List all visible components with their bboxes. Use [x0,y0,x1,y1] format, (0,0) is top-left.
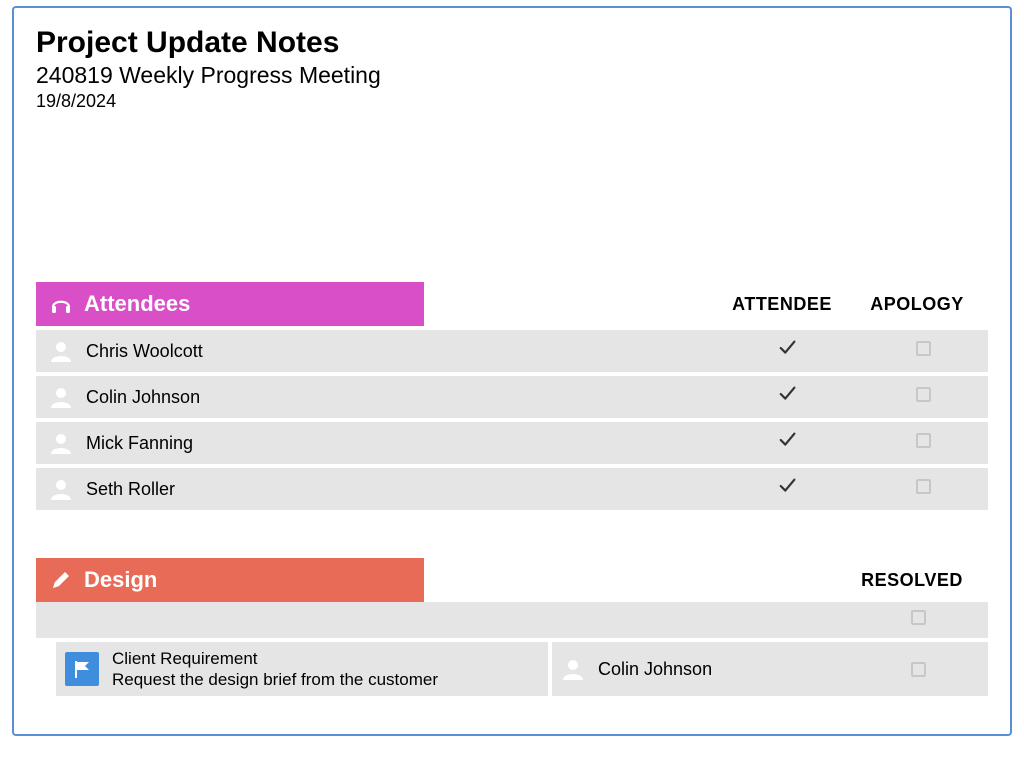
task-description: Request the design brief from the custom… [112,670,540,690]
apology-check[interactable] [858,387,988,407]
attendee-name: Colin Johnson [86,387,200,408]
avatar-icon [50,432,72,454]
avatar-icon [50,478,72,500]
avatar-icon [50,386,72,408]
apology-check[interactable] [858,479,988,499]
avatar-icon [50,340,72,362]
attendee-name: Chris Woolcott [86,341,203,362]
attendee-name: Mick Fanning [86,433,193,454]
design-tab-label: Design [84,567,157,593]
headphones-icon [50,293,72,315]
design-tab: Design [36,558,424,602]
task-row: Client Requirement Request the design br… [36,642,988,696]
avatar-icon [562,658,584,680]
design-column-headers: RESOLVED [424,570,988,591]
page-subtitle: 240819 Weekly Progress Meeting [36,62,988,89]
task-assignee: Colin Johnson [548,642,848,696]
assignee-name: Colin Johnson [598,659,712,680]
attendees-rows: Chris Woolcott Colin Johnson Mick Fannin… [36,330,988,510]
design-header-row: Design RESOLVED [36,558,988,602]
meeting-notes-page: Project Update Notes 240819 Weekly Progr… [12,6,1012,736]
attendee-name: Seth Roller [86,479,175,500]
attendees-header-row: Attendees ATTENDEE APOLOGY [36,282,988,326]
pencil-icon [50,569,72,591]
attendee-row: Colin Johnson [36,376,988,418]
attendees-tab: Attendees [36,282,424,326]
flag-icon [65,652,99,686]
resolved-check[interactable] [848,642,988,696]
column-resolved: RESOLVED [842,570,982,591]
attendee-check[interactable] [718,430,858,456]
task-title: Client Requirement [112,649,540,669]
attendee-check[interactable] [718,384,858,410]
attendee-row: Chris Woolcott [36,330,988,372]
page-title: Project Update Notes [36,26,988,60]
apology-check[interactable] [858,433,988,453]
design-blank-row [36,602,988,638]
attendees-tab-label: Attendees [84,291,190,317]
attendee-row: Seth Roller [36,468,988,510]
column-apology: APOLOGY [852,294,982,315]
attendee-check[interactable] [718,338,858,364]
resolved-check[interactable] [848,610,988,630]
page-date: 19/8/2024 [36,91,988,112]
apology-check[interactable] [858,341,988,361]
attendee-check[interactable] [718,476,858,502]
column-attendee: ATTENDEE [712,294,852,315]
attendees-column-headers: ATTENDEE APOLOGY [424,294,988,315]
attendee-row: Mick Fanning [36,422,988,464]
